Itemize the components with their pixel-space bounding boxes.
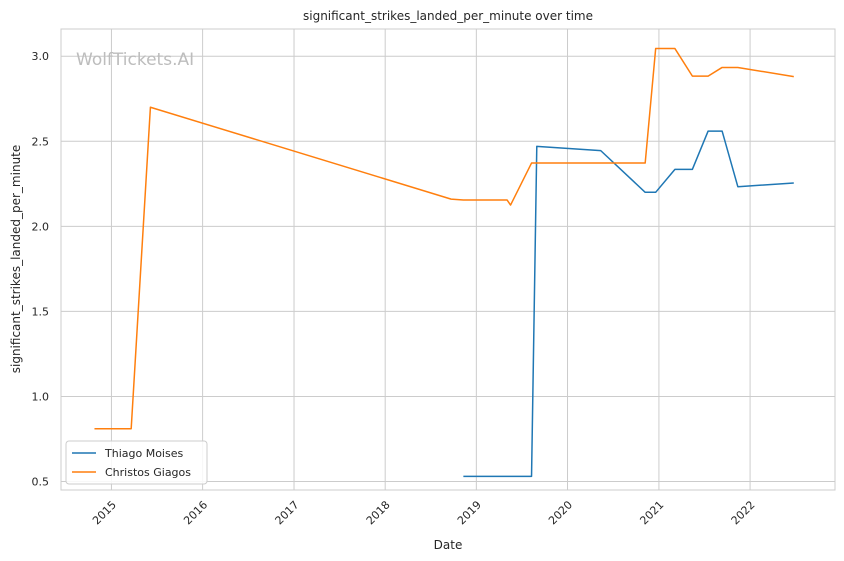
y-tick-label: 2.5 (32, 135, 50, 148)
legend-label-thiago-moises: Thiago Moises (104, 447, 183, 460)
y-gridlines (61, 55, 835, 482)
legend: Thiago Moises Christos Giagos (65, 440, 208, 485)
legend-label-christos-giagos: Christos Giagos (105, 466, 191, 479)
legend-box (65, 440, 208, 485)
y-tick-label: 3.0 (32, 50, 50, 63)
y-tick-labels: 0.5 1.0 1.5 2.0 2.5 3.0 (32, 50, 50, 488)
x-tick-label: 2021 (637, 498, 666, 527)
x-axis-label: Date (434, 538, 463, 552)
chart-title: significant_strikes_landed_per_minute ov… (303, 9, 593, 23)
x-tick-label: 2022 (729, 498, 758, 527)
y-tick-label: 2.0 (32, 220, 50, 233)
x-tick-label: 2015 (90, 498, 119, 527)
x-tick-label: 2020 (546, 498, 575, 527)
plot-area (60, 28, 836, 491)
y-tick-label: 1.5 (32, 305, 50, 318)
x-tick-labels: 2015 2016 2017 2018 2019 2020 2021 2022 (90, 498, 758, 527)
y-axis-label: significant_strikes_landed_per_minute (9, 145, 23, 374)
x-tick-label: 2017 (273, 498, 302, 527)
y-tick-label: 1.0 (32, 390, 50, 403)
x-tick-label: 2019 (455, 498, 484, 527)
watermark-text: WolfTickets.AI (76, 50, 194, 70)
series-lines (94, 47, 794, 478)
x-tick-label: 2018 (364, 498, 393, 527)
series-line-thiago-moises (463, 130, 794, 478)
y-tick-label: 0.5 (32, 475, 50, 488)
x-tick-label: 2016 (181, 498, 210, 527)
series-line-christos-giagos (94, 47, 794, 430)
x-gridlines (110, 29, 751, 490)
